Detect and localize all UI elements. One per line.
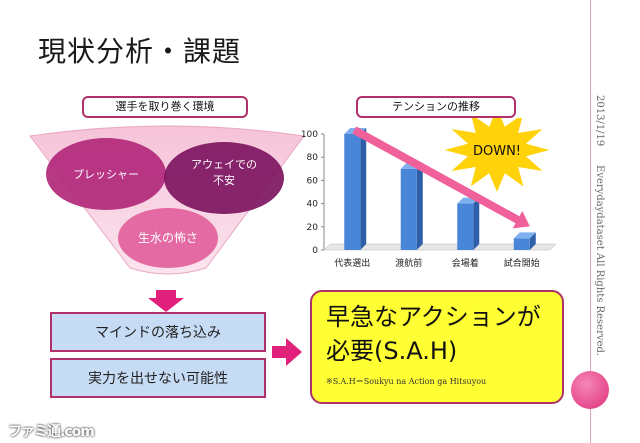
bar-side (416, 162, 423, 250)
y-tick-label: 60 (307, 176, 319, 186)
tension-chart: 0 20 40 60 80 100 代表選出 渡航前 会場着 試合開始 DOWN! (301, 118, 557, 269)
mind-drop-label: マインドの落ち込み (95, 325, 221, 341)
environment-header-label: 選手を取り巻く環境 (115, 100, 215, 113)
solution-text: 早急なアクションが 必要(S.A.H) (326, 300, 541, 368)
sidebar-text: 2013/1/19 Everydaydataset All Rights Res… (585, 95, 605, 357)
solution-note: ※S.A.H＝Soukyu na Action ga Hitsuyou (326, 377, 487, 386)
x-tick-label: 会場着 (452, 257, 479, 269)
divider-line (590, 0, 591, 443)
bar (513, 238, 530, 250)
circle-water (118, 208, 218, 268)
bar (457, 203, 474, 250)
solution-line1: 早急なアクションが (326, 303, 541, 331)
x-tick-label: 試合開始 (504, 257, 540, 269)
right-arrow-icon (272, 338, 302, 366)
bar (400, 168, 417, 250)
ability-label: 実力を出せない可能性 (88, 371, 228, 387)
chart-header-label: テンションの推移 (392, 100, 480, 113)
down-annotation: DOWN! (473, 144, 521, 159)
circle-pressure (46, 138, 166, 210)
circle-water-label: 生水の怖さ (138, 230, 198, 245)
burst-shape (444, 118, 550, 192)
decorative-circle (571, 371, 609, 409)
bar-top (513, 232, 536, 239)
solution-line2: 必要(S.A.H) (326, 337, 458, 365)
bar-side (529, 232, 536, 250)
trend-arrow (352, 126, 530, 229)
y-tick-label: 0 (312, 246, 318, 256)
bar-side (360, 128, 367, 250)
x-tick-label: 渡航前 (395, 257, 422, 269)
bar-side (473, 197, 480, 250)
watermark-logo: ファミ通.com (8, 424, 95, 440)
ability-box: 実力を出せない可能性 (50, 358, 266, 398)
y-tick-label: 20 (307, 223, 319, 233)
mind-drop-box: マインドの落ち込み (50, 312, 266, 352)
x-tick-label: 代表選出 (334, 257, 370, 269)
sidebar-rights: Everydaydataset All Rights Reserved. (594, 165, 605, 357)
sidebar-date: 2013/1/19 (594, 95, 605, 147)
solution-box: 早急なアクションが 必要(S.A.H) ※S.A.H＝Soukyu na Act… (310, 290, 564, 404)
y-tick-label: 40 (307, 200, 319, 210)
bar (344, 134, 361, 250)
funnel-diagram: プレッシャー アウェイでの不安 生水の怖さ (29, 125, 305, 275)
chart-header: テンションの推移 (356, 96, 516, 118)
environment-header: 選手を取り巻く環境 (82, 96, 248, 118)
circle-pressure-label: プレッシャー (73, 168, 139, 181)
y-tick-label: 80 (307, 153, 319, 163)
slide-title: 現状分析・課題 (38, 35, 242, 68)
y-tick-label: 100 (301, 130, 318, 140)
down-arrow-icon (148, 290, 184, 312)
circle-away-label: アウェイでの不安 (191, 158, 257, 187)
circle-away (164, 142, 284, 214)
chart-floor (323, 243, 557, 251)
